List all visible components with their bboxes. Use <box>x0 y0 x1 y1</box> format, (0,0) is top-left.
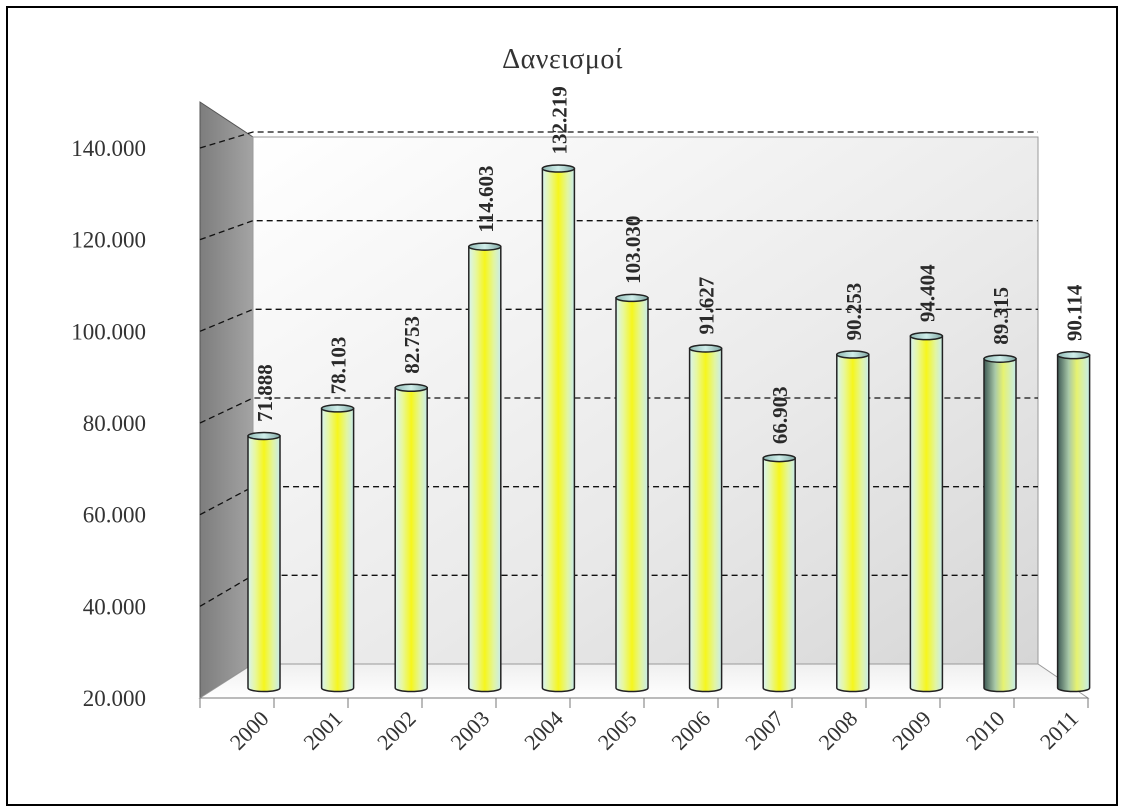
bar <box>394 383 428 693</box>
bar-cap <box>836 350 870 359</box>
x-tick-label: 2006 <box>666 706 715 755</box>
bar <box>541 164 576 693</box>
bar-cap <box>909 331 944 341</box>
data-label: 90.114 <box>1063 284 1087 341</box>
x-tick-label: 2007 <box>740 706 789 755</box>
y-tick-label: 60.000 <box>83 503 146 528</box>
data-label: 103.030 <box>621 216 645 284</box>
chart-title: Δανεισμοί <box>502 44 623 75</box>
x-tick-label: 2008 <box>814 706 863 755</box>
bar-body <box>247 435 281 693</box>
bar-body <box>615 297 649 693</box>
y-tick-label: 20.000 <box>83 686 146 711</box>
y-tick-label: 120.000 <box>71 228 146 253</box>
gridline <box>199 308 1038 332</box>
y-axis: 20.000 40.000 60.000 80.000 100.000 120.000 14… <box>71 136 146 711</box>
x-tick-label: 2002 <box>372 706 421 755</box>
bar <box>836 350 870 693</box>
data-label: 71.888 <box>253 364 277 422</box>
bar <box>909 331 944 693</box>
bar <box>1056 350 1091 693</box>
bar-body <box>1056 354 1091 693</box>
bars: 71.888 78.103 82.753 114.603 132.219 103.030 9… <box>247 86 1091 693</box>
bar-body <box>909 335 944 693</box>
y-tick-label: 80.000 <box>83 411 146 436</box>
bar-cap <box>247 431 281 441</box>
bar <box>247 431 281 693</box>
x-tick-label: 2010 <box>961 706 1010 755</box>
bar-body <box>541 167 576 693</box>
bar-cap <box>541 164 576 173</box>
gridline <box>199 397 1038 424</box>
gridline <box>199 131 1038 149</box>
bar-cap <box>983 354 1017 363</box>
x-tick-label: 2003 <box>446 706 495 755</box>
data-label: 66.903 <box>768 386 792 444</box>
data-label: 78.103 <box>327 337 351 395</box>
x-tick-label: 2000 <box>225 706 274 755</box>
bar-body <box>394 387 428 693</box>
bar-cap <box>688 344 723 353</box>
bar-body <box>468 245 502 693</box>
bar-cap <box>394 383 428 393</box>
bar-body <box>688 347 723 693</box>
x-tick-label: 2009 <box>887 706 936 755</box>
bar <box>320 404 355 693</box>
x-tick-label: 2001 <box>298 706 347 755</box>
bar-cap <box>320 404 355 413</box>
side-wall <box>199 101 254 699</box>
x-tick-label: 2011 <box>1035 706 1083 754</box>
bar-body <box>836 353 870 693</box>
data-label: 90.253 <box>842 283 866 341</box>
x-tick-label: 2005 <box>593 706 642 755</box>
y-tick-label: 100.000 <box>71 319 146 344</box>
bar-body <box>983 357 1017 693</box>
bar-body <box>762 457 796 693</box>
data-label: 91.627 <box>695 277 719 335</box>
data-label: 94.404 <box>915 264 939 322</box>
bar <box>688 344 723 693</box>
data-label: 132.219 <box>547 86 571 154</box>
bar <box>983 354 1017 693</box>
bar-cap <box>1056 350 1091 360</box>
bar <box>468 242 502 693</box>
bar-cap <box>468 242 502 251</box>
y-tick-label: 40.000 <box>83 594 146 619</box>
data-label: 114.603 <box>474 165 498 232</box>
data-label: 89.315 <box>989 287 1013 345</box>
bar <box>762 453 796 693</box>
bar-body <box>320 407 355 693</box>
bar-cap <box>615 293 649 303</box>
y-tick-label: 140.000 <box>71 136 146 161</box>
x-axis: 2000 2001 2002 2003 2004 2005 2006 2007 2008 2009… <box>199 697 1089 755</box>
bar <box>615 293 649 693</box>
x-tick-label: 2004 <box>519 706 568 755</box>
data-label: 82.753 <box>400 316 424 374</box>
bar-cap <box>762 453 796 463</box>
